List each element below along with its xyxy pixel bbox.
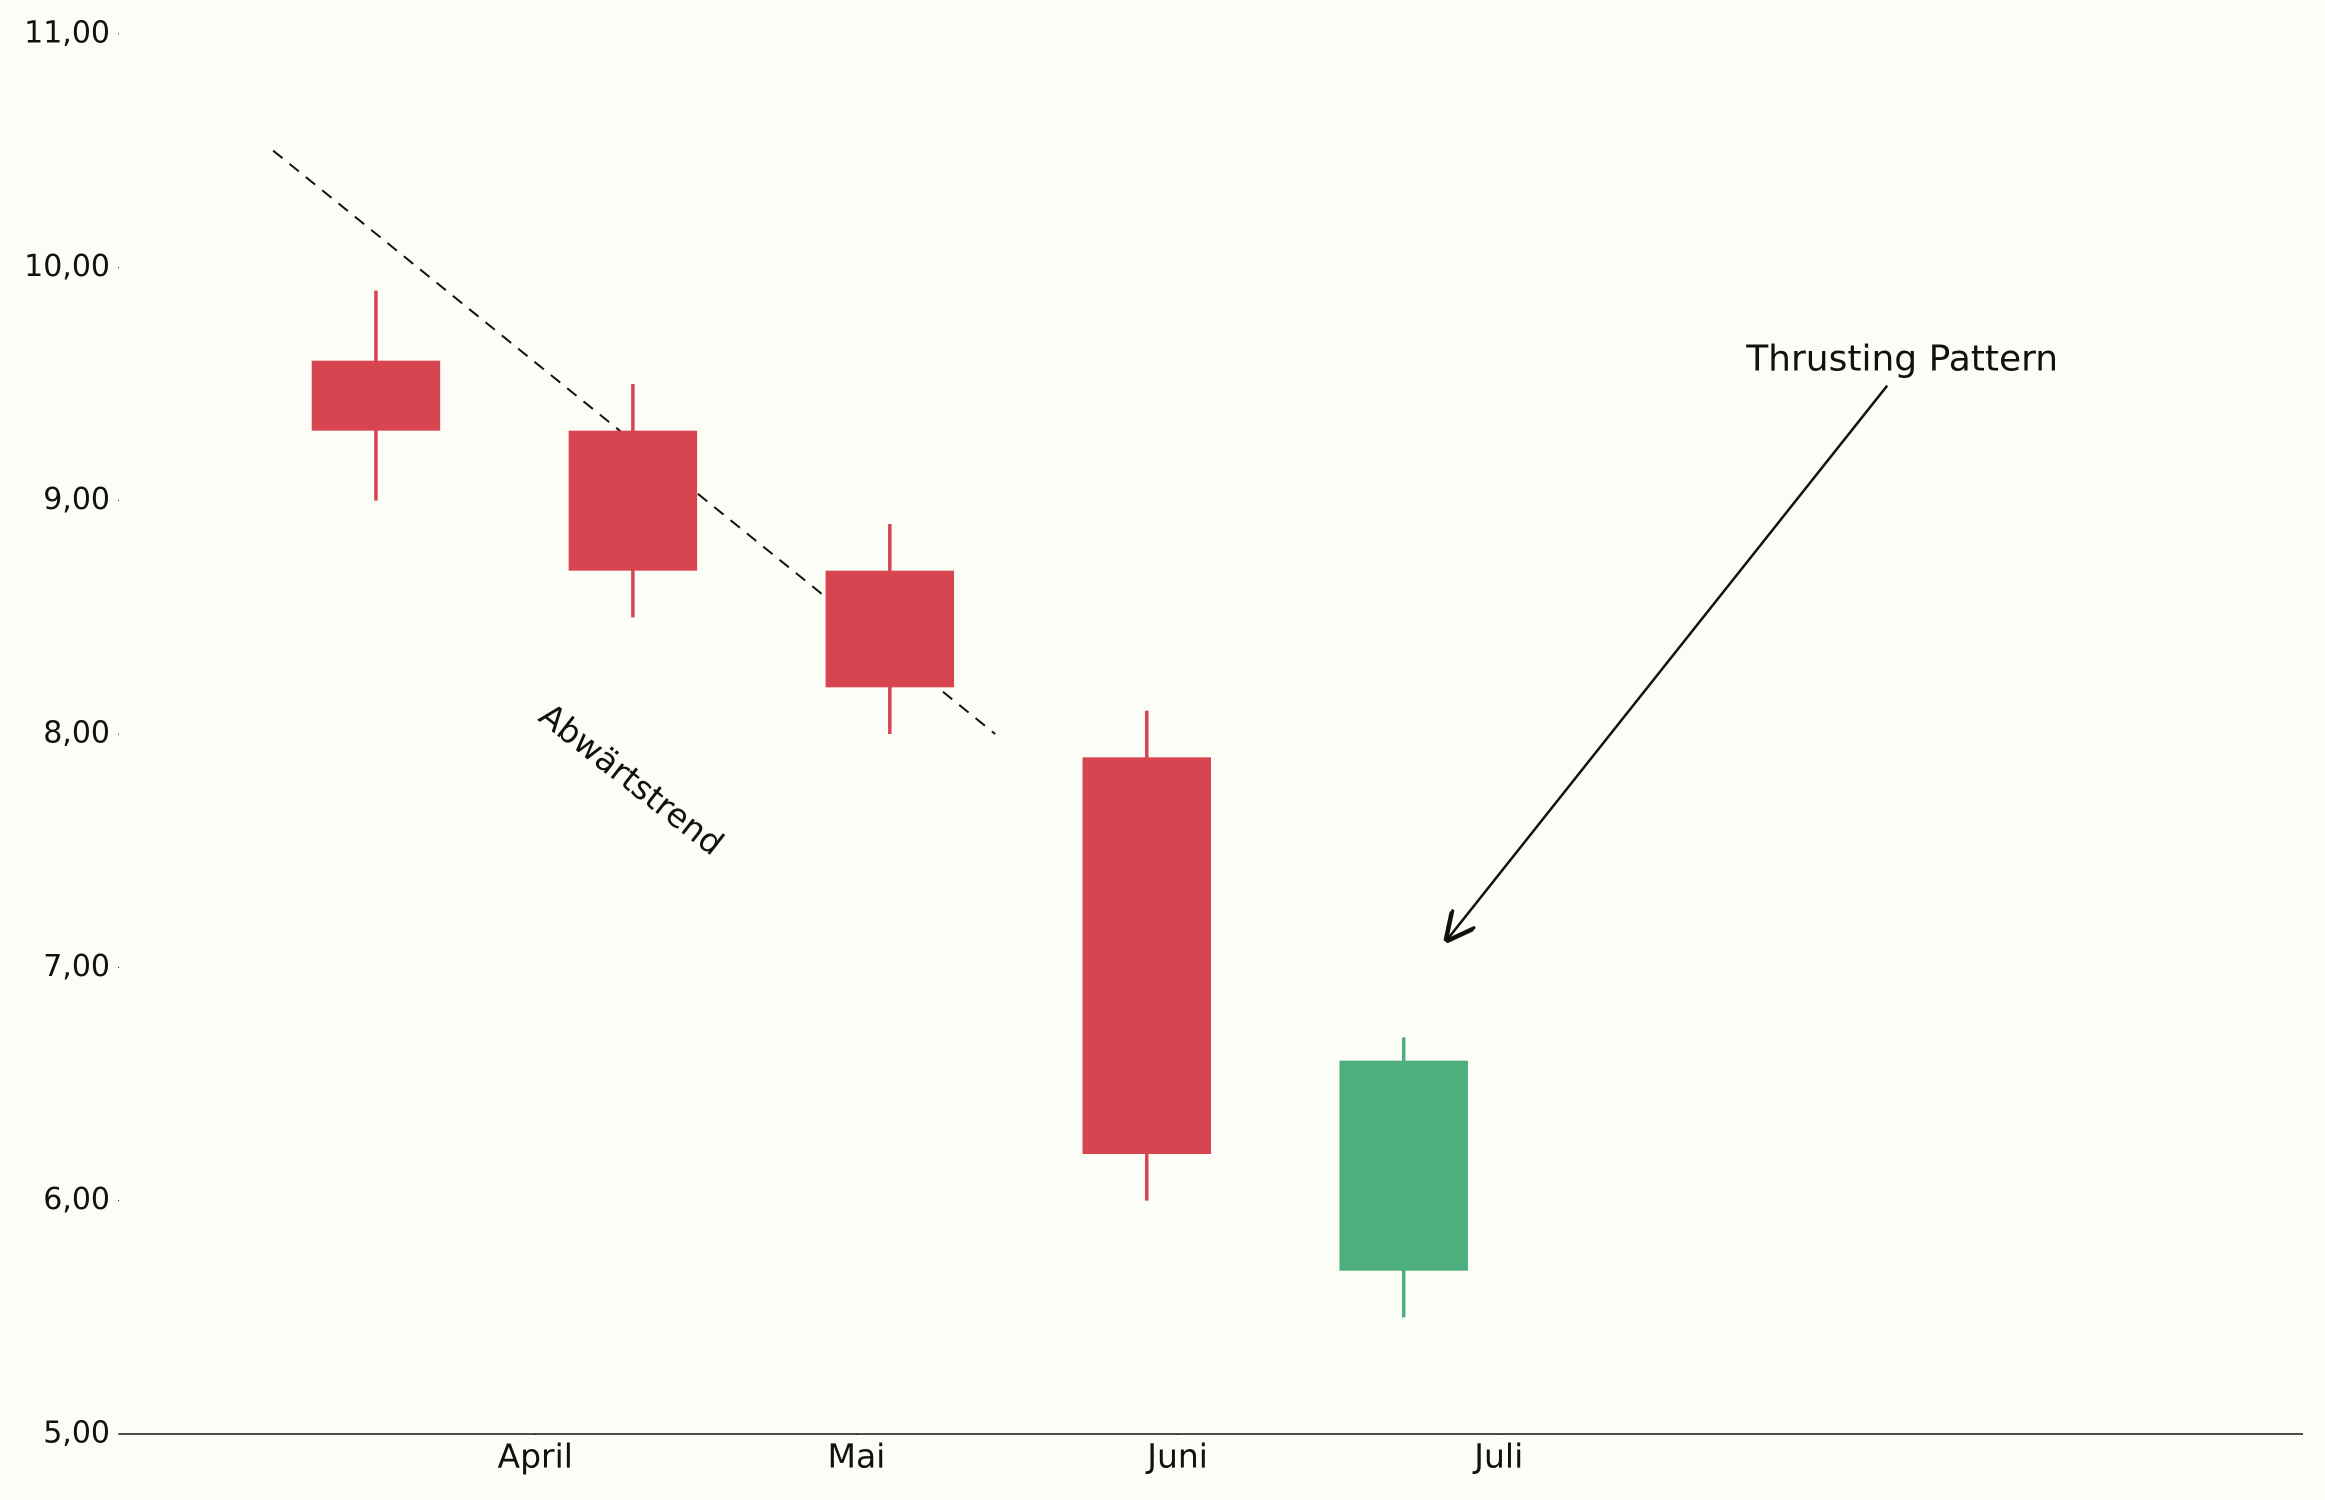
y-tick-label: 5,00 [43,1416,110,1451]
y-tick-label: 10,00 [24,249,110,284]
y-tick-label: 11,00 [24,16,110,51]
annotation-arrow [1447,384,1889,940]
x-tick-label: April [498,1437,573,1476]
candle-body [825,570,955,688]
y-tick-label: 7,00 [43,949,110,984]
x-tick-label: Mai [827,1437,885,1476]
x-tick-label: Juli [1472,1437,1523,1476]
candle-body [568,430,698,571]
x-tick-label: Juni [1145,1437,1208,1476]
candle-body [311,360,441,431]
candle-body [1339,1060,1468,1271]
candle-body [1082,757,1211,1154]
y-tick-label: 9,00 [43,482,110,517]
y-tick-label: 8,00 [43,716,110,751]
annotation: Thrusting Pattern [1745,339,2058,380]
y-tick-label: 6,00 [43,1182,110,1217]
